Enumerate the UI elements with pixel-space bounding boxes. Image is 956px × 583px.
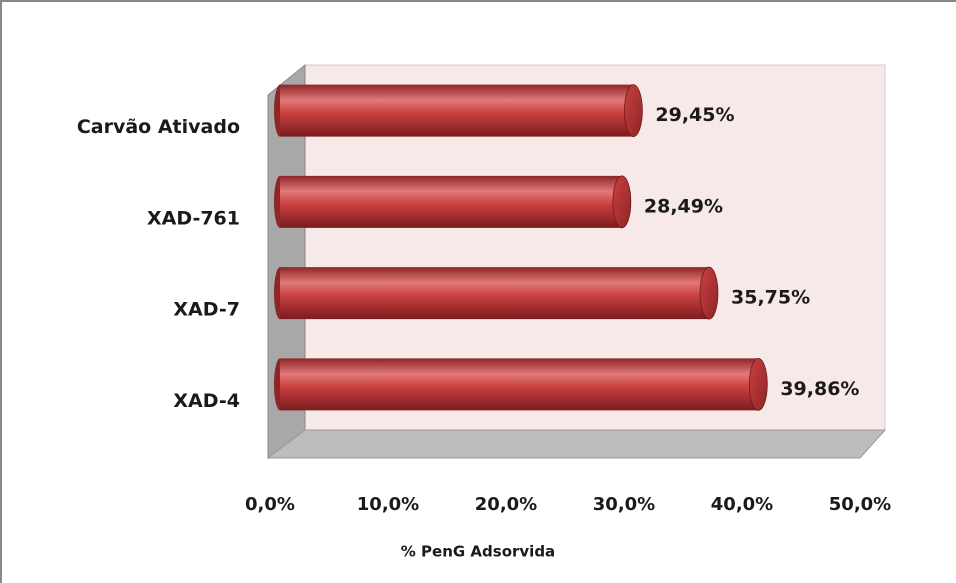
- bar: [280, 84, 634, 137]
- y-tick-label: XAD-7: [173, 299, 240, 321]
- y-tick-label: XAD-4: [173, 390, 240, 412]
- x-tick-label: 30,0%: [593, 494, 655, 515]
- y-tick-label: XAD-761: [147, 207, 240, 229]
- bar-cap: [748, 358, 768, 411]
- data-label: 39,86%: [780, 378, 859, 400]
- x-axis-title: % PenG Adsorvida: [401, 543, 555, 561]
- bar: [280, 267, 709, 320]
- x-tick-label: 10,0%: [357, 494, 419, 515]
- data-label: 29,45%: [655, 104, 734, 126]
- bar: [280, 358, 759, 411]
- bar: [280, 175, 622, 228]
- x-tick-label: 0,0%: [245, 494, 295, 515]
- data-label: 35,75%: [731, 287, 810, 309]
- x-tick-label: 20,0%: [475, 494, 537, 515]
- bar-cap: [624, 84, 643, 137]
- bar-cap: [612, 175, 632, 229]
- x-tick-label: 40,0%: [711, 494, 773, 515]
- bar-cap: [699, 266, 719, 320]
- floor: [266, 429, 887, 459]
- x-tick-label: 50,0%: [829, 494, 891, 515]
- data-label: 28,49%: [644, 195, 723, 217]
- y-tick-label: Carvão Ativado: [77, 116, 240, 138]
